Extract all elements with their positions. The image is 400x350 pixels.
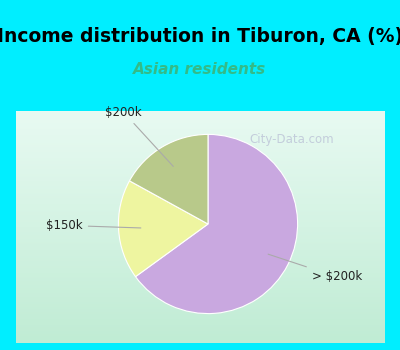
Wedge shape (118, 181, 208, 276)
Bar (0, 0, 400, 112)
Text: $200k: $200k (105, 106, 173, 167)
Wedge shape (130, 134, 208, 224)
Text: $150k: $150k (46, 219, 141, 232)
Text: Income distribution in Tiburon, CA (%): Income distribution in Tiburon, CA (%) (0, 27, 400, 46)
Text: > $200k: > $200k (268, 254, 362, 284)
Bar (16, 112, 384, 343)
Text: Asian residents: Asian residents (133, 63, 267, 77)
Wedge shape (136, 134, 298, 314)
Text: City-Data.com: City-Data.com (250, 133, 334, 147)
